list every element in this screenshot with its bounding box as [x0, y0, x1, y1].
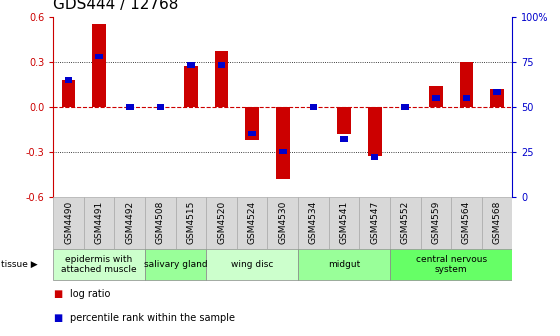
FancyBboxPatch shape: [53, 249, 145, 280]
Text: GSM4515: GSM4515: [186, 201, 195, 244]
Text: log ratio: log ratio: [70, 289, 110, 299]
FancyBboxPatch shape: [390, 249, 512, 280]
Text: ■: ■: [53, 312, 63, 323]
Text: GSM4559: GSM4559: [431, 201, 440, 244]
Bar: [95, 53, 103, 59]
FancyBboxPatch shape: [176, 197, 206, 249]
Text: percentile rank within the sample: percentile rank within the sample: [70, 312, 235, 323]
FancyBboxPatch shape: [482, 197, 512, 249]
Text: GSM4541: GSM4541: [339, 201, 348, 244]
Text: salivary gland: salivary gland: [144, 260, 207, 269]
FancyBboxPatch shape: [421, 197, 451, 249]
Text: GSM4547: GSM4547: [370, 201, 379, 244]
Bar: [187, 62, 195, 68]
Text: GSM4492: GSM4492: [125, 201, 134, 244]
Text: GSM4534: GSM4534: [309, 201, 318, 244]
Bar: [276, 107, 290, 179]
FancyBboxPatch shape: [206, 197, 237, 249]
FancyBboxPatch shape: [360, 197, 390, 249]
Bar: [218, 62, 225, 68]
Bar: [92, 24, 106, 107]
Bar: [429, 86, 443, 107]
Bar: [432, 95, 440, 100]
FancyBboxPatch shape: [298, 197, 329, 249]
FancyBboxPatch shape: [329, 197, 360, 249]
Text: GSM4490: GSM4490: [64, 201, 73, 244]
FancyBboxPatch shape: [390, 197, 421, 249]
Bar: [126, 104, 133, 110]
Bar: [184, 66, 198, 107]
Bar: [249, 131, 256, 136]
Text: tissue ▶: tissue ▶: [1, 260, 37, 269]
Text: GSM4564: GSM4564: [462, 201, 471, 244]
Bar: [460, 62, 473, 107]
FancyBboxPatch shape: [298, 249, 390, 280]
Text: wing disc: wing disc: [231, 260, 273, 269]
Text: midgut: midgut: [328, 260, 360, 269]
Text: GSM4568: GSM4568: [493, 201, 502, 244]
Bar: [340, 136, 348, 142]
Text: GSM4552: GSM4552: [401, 201, 410, 244]
FancyBboxPatch shape: [84, 197, 114, 249]
FancyBboxPatch shape: [145, 249, 206, 280]
FancyBboxPatch shape: [114, 197, 145, 249]
Bar: [493, 89, 501, 95]
Bar: [214, 51, 228, 107]
Text: GSM4524: GSM4524: [248, 201, 256, 244]
FancyBboxPatch shape: [237, 197, 268, 249]
Bar: [65, 77, 72, 83]
Bar: [62, 80, 76, 107]
Bar: [245, 107, 259, 140]
FancyBboxPatch shape: [206, 249, 298, 280]
Text: epidermis with
attached muscle: epidermis with attached muscle: [61, 255, 137, 274]
Bar: [310, 104, 317, 110]
Text: GSM4520: GSM4520: [217, 201, 226, 244]
FancyBboxPatch shape: [53, 197, 84, 249]
Text: GSM4508: GSM4508: [156, 201, 165, 244]
Bar: [490, 89, 504, 107]
Bar: [279, 149, 287, 155]
Text: GDS444 / 12768: GDS444 / 12768: [53, 0, 179, 12]
Bar: [463, 95, 470, 100]
Text: central nervous
system: central nervous system: [416, 255, 487, 274]
Bar: [337, 107, 351, 134]
Bar: [402, 104, 409, 110]
Bar: [371, 154, 379, 160]
FancyBboxPatch shape: [451, 197, 482, 249]
FancyBboxPatch shape: [145, 197, 176, 249]
FancyBboxPatch shape: [268, 197, 298, 249]
Text: ■: ■: [53, 289, 63, 299]
Bar: [368, 107, 381, 156]
Text: GSM4491: GSM4491: [95, 201, 104, 244]
Bar: [157, 104, 164, 110]
Text: GSM4530: GSM4530: [278, 201, 287, 244]
